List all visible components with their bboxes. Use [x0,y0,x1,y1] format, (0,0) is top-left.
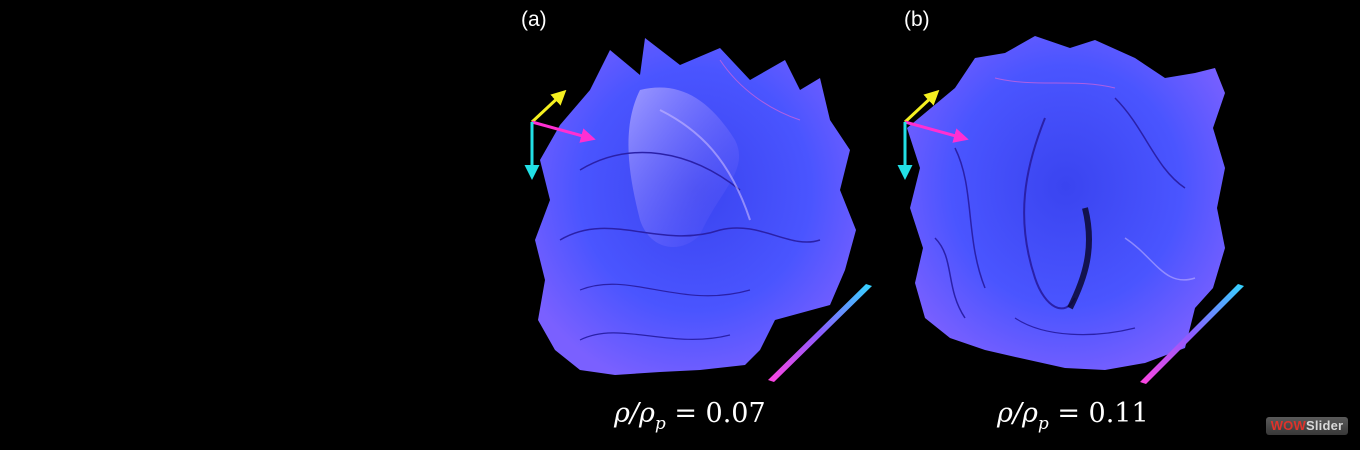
panel-b-surface-body [907,36,1225,370]
panel-a-sheen [628,87,740,247]
panel-a-density-caption: ρ/ρp = 0.07 [614,398,766,434]
panel-b-scale-bar [1140,284,1244,384]
panel-b-density-caption: ρ/ρp = 0.11 [997,398,1149,434]
panel-a-axis-triad [524,89,596,180]
panel-a-surface-render [524,38,872,382]
wowslider-watermark[interactable]: WOWSlider [1266,417,1348,435]
panel-b-axis-triad [897,89,969,180]
watermark-part2: Slider [1305,418,1344,433]
watermark-part1: WOW [1270,418,1306,433]
panel-a-label: (a) [521,8,547,31]
panel-b-surface-render [897,36,1244,384]
panel-a-scale-bar [768,284,872,382]
panel-b-label: (b) [904,8,930,31]
